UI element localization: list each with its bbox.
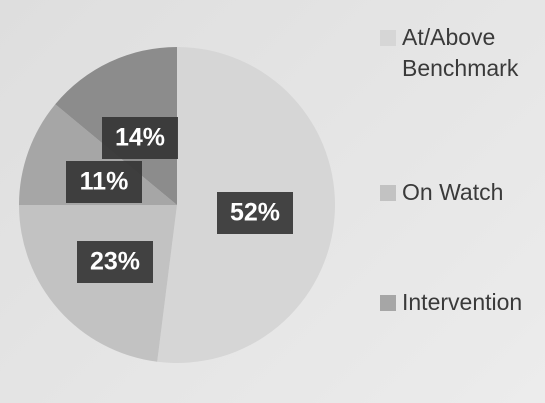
data-label: 52% bbox=[230, 199, 280, 227]
data-label-box bbox=[102, 117, 178, 159]
data-label: 14% bbox=[115, 124, 165, 152]
data-label: 11% bbox=[80, 168, 129, 196]
data-label-box bbox=[217, 192, 293, 234]
legend: At/Above Benchmark On Watch Intervention bbox=[380, 22, 545, 402]
data-label-box bbox=[77, 241, 153, 283]
legend-swatch bbox=[380, 30, 396, 46]
legend-item: At/Above Benchmark bbox=[380, 22, 545, 84]
data-label-group: 11% bbox=[66, 161, 142, 203]
data-label-group: 52% bbox=[217, 192, 293, 234]
legend-item: Intervention bbox=[380, 287, 545, 318]
data-label-box bbox=[66, 161, 142, 203]
legend-swatch bbox=[380, 185, 396, 201]
data-label-group: 23% bbox=[77, 241, 153, 283]
legend-swatch bbox=[380, 295, 396, 311]
data-label-group: 14% bbox=[102, 117, 178, 159]
data-label: 23% bbox=[90, 248, 140, 276]
legend-label: At/Above Benchmark bbox=[402, 24, 519, 81]
legend-item: On Watch bbox=[380, 177, 545, 208]
legend-label: On Watch bbox=[402, 179, 504, 205]
legend-label: Intervention bbox=[402, 289, 523, 315]
pie-slice bbox=[19, 205, 177, 362]
